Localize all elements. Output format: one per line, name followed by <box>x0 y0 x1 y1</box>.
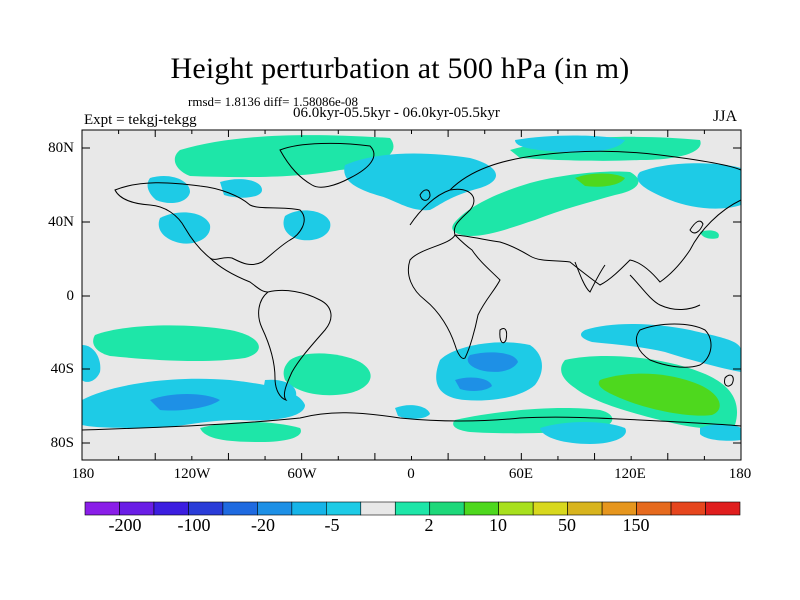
contour-negative-south-pacific-west <box>82 345 101 382</box>
colorbar-swatch-5 <box>257 501 293 516</box>
colorbar-swatch-13 <box>532 501 568 516</box>
colorbar-label-neg200: -200 <box>108 515 142 535</box>
contour-negative-south-indian-core2 <box>455 377 492 391</box>
lon-label-120w: 120W <box>173 466 211 482</box>
contour-negative-australia <box>580 324 741 372</box>
season-label: JJA <box>713 108 738 125</box>
period-line: 06.0kyr-05.5kyr - 06.0kyr-05.5kyr <box>293 105 500 121</box>
coastline-japan <box>689 220 704 234</box>
contour-positive-asia-peak <box>575 173 625 187</box>
axis-ticks <box>81 130 742 460</box>
contour-negative-arctic-ne <box>515 135 625 153</box>
colorbar-label-150: 150 <box>622 515 650 535</box>
colorbar-swatch-9 <box>394 501 431 516</box>
colorbar-swatch-1 <box>119 501 155 516</box>
contour-negative-north-atlantic <box>344 153 497 211</box>
contour-positive-eurasia <box>452 171 639 236</box>
contour-negative-south-indian-core <box>467 352 518 372</box>
contour-negative-pacific <box>158 212 211 244</box>
coastline-central-america <box>209 257 269 293</box>
coastline-eurasia <box>449 150 742 286</box>
coastline-australia <box>635 323 712 368</box>
colorbar-swatch-6 <box>291 501 327 516</box>
lat-label-80s: 80S <box>50 435 74 451</box>
coastline-new-zealand <box>724 374 734 387</box>
lon-label-60e: 60E <box>508 466 534 482</box>
coastlines <box>81 142 742 431</box>
colorbar <box>84 501 741 516</box>
contour-negative-antarctic <box>540 422 626 444</box>
colorbar-label-neg20: -20 <box>251 515 275 535</box>
contour-negative-siberia <box>637 163 741 209</box>
colorbar-swatch-0 <box>84 501 120 516</box>
colorbar-swatch-14 <box>567 501 603 516</box>
lon-label-180w: 180 <box>71 466 95 482</box>
contour-negative-drake <box>262 379 297 402</box>
colorbar-swatch-17 <box>670 501 706 516</box>
lon-label-180e: 180 <box>728 466 752 482</box>
contour-positive-indian-pacific-core <box>598 373 720 416</box>
contour-negative-atlantic <box>283 210 331 241</box>
colorbar-swatch-12 <box>498 501 534 516</box>
colorbar-swatch-16 <box>636 501 672 516</box>
map-title: Height perturbation at 500 hPa (in m) <box>170 52 630 85</box>
contour-negative-south-pacific-core <box>150 394 220 411</box>
colorbar-swatch-4 <box>222 501 258 516</box>
coastline-antarctica <box>81 412 742 431</box>
colorbar-swatch-3 <box>188 501 224 516</box>
contour-negative-weddell <box>395 405 430 419</box>
coastline-madagascar <box>499 327 508 344</box>
contour-positive-nepacific <box>700 230 719 239</box>
colorbar-swatch-15 <box>601 501 637 516</box>
colorbar-swatch-18 <box>705 501 741 516</box>
colorbar-label-2: 2 <box>424 515 434 535</box>
lat-label-80n: 80N <box>48 140 74 156</box>
contour-negative-antarctic-east <box>700 424 741 441</box>
colorbar-swatch-2 <box>153 501 189 516</box>
stats-line: rmsd= 1.8136 diff= 1.58086e-08 <box>188 94 359 109</box>
contour-positive-south-atlantic <box>283 353 371 396</box>
coastline-north-america <box>114 182 305 265</box>
colorbar-swatch-7 <box>326 501 362 516</box>
lon-label-0: 0 <box>407 466 415 482</box>
lat-label-40n: 40N <box>48 214 74 230</box>
lat-label-40s: 40S <box>50 361 74 377</box>
contour-positive-south-pacific <box>93 325 259 362</box>
colorbar-swatch-8 <box>360 501 396 516</box>
coastline-south-america <box>258 289 332 402</box>
colorbar-label-10: 10 <box>489 515 507 535</box>
colorbar-swatch-11 <box>463 501 499 516</box>
colorbar-label-50: 50 <box>558 515 576 535</box>
coastline-southeast-asia <box>629 274 701 310</box>
coastline-india <box>574 261 606 293</box>
coastline-greenland <box>279 142 375 188</box>
colorbar-label-neg5: -5 <box>324 515 340 535</box>
colorbar-swatch-10 <box>429 501 465 516</box>
coastline-europe-africa <box>407 188 501 359</box>
lat-label-0: 0 <box>66 288 75 304</box>
experiment-label: Expt = tekgj-tekgg <box>84 112 197 128</box>
lon-label-120e: 120E <box>614 466 646 482</box>
lon-label-60w: 60W <box>287 466 317 482</box>
coastline-uk <box>419 189 431 201</box>
contour-positive-drake <box>200 422 301 442</box>
colorbar-label-neg100: -100 <box>177 515 211 535</box>
